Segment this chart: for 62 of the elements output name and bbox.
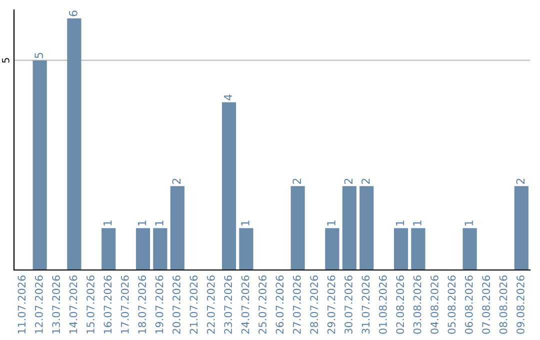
data-label: 1 [396,220,404,226]
data-label: 1 [241,220,250,226]
x-tick-label: 06.08.2026 [464,276,473,334]
bar [342,186,356,270]
bar [239,228,254,270]
bar [394,228,408,270]
x-tick-label: 23.07.2026 [224,276,232,334]
data-label: 2 [361,178,370,184]
bar [514,186,528,270]
x-tick-label: 07.08.2026 [482,276,490,334]
data-label: 2 [172,178,180,184]
x-tick-label: 16.07.2026 [104,276,112,334]
x-tick-label: 20.07.2026 [172,276,180,334]
x-tick-label: 01.08.2026 [378,276,387,334]
x-tick-label: 26.07.2026 [276,276,284,334]
bar [32,60,47,270]
x-tick-label: 18.07.2026 [138,276,146,334]
data-label: 1 [138,220,146,226]
bar [222,102,236,270]
x-tick-label: 03.08.2026 [413,276,422,334]
x-tick-label: 22.07.2026 [206,276,215,334]
x-tick-label: 13.07.2026 [52,276,60,334]
x-tick-label: 30.07.2026 [344,276,352,334]
bar [411,228,426,270]
x-tick-label: 04.08.2026 [430,276,438,334]
x-tick-label: 02.08.2026 [396,276,404,334]
x-tick-label: 27.07.2026 [292,276,301,334]
x-tick-label: 29.07.2026 [327,276,336,334]
x-tick-label: 11.07.2026 [18,276,26,334]
data-label: 2 [292,178,301,184]
data-label: 6 [69,10,78,16]
bar [325,228,340,270]
x-tick-label: 28.07.2026 [310,276,318,334]
x-tick-label: 08.08.2026 [499,276,508,334]
x-tick-label: 14.07.2026 [69,276,78,334]
x-tick-label: 15.07.2026 [86,276,94,334]
data-label: 1 [413,220,422,226]
bar [67,18,82,270]
data-label: 2 [516,178,524,184]
x-tick-label: 09.08.2026 [516,276,524,334]
bar [360,186,374,270]
bar [170,186,184,270]
data-label: 5 [34,52,44,58]
bar [153,228,168,270]
x-tick-label: 17.07.2026 [120,276,129,334]
bar [462,228,477,270]
data-label: 2 [344,178,352,184]
x-tick-label: 31.07.2026 [362,276,370,334]
x-tick-label: 19.07.2026 [155,276,164,334]
bar [102,228,116,270]
x-tick-label: 24.07.2026 [241,276,250,334]
bar [136,228,150,270]
data-label: 1 [104,220,112,226]
data-label: 1 [155,220,164,226]
x-tick-label: 12.07.2026 [34,276,43,334]
data-label: 4 [224,94,232,100]
x-tick-label: 21.07.2026 [190,276,198,334]
data-label: 1 [327,220,336,226]
data-label: 1 [464,220,473,226]
bar [290,186,305,270]
x-tick-label: 05.08.2026 [448,276,456,334]
x-tick-label: 25.07.2026 [258,276,266,334]
